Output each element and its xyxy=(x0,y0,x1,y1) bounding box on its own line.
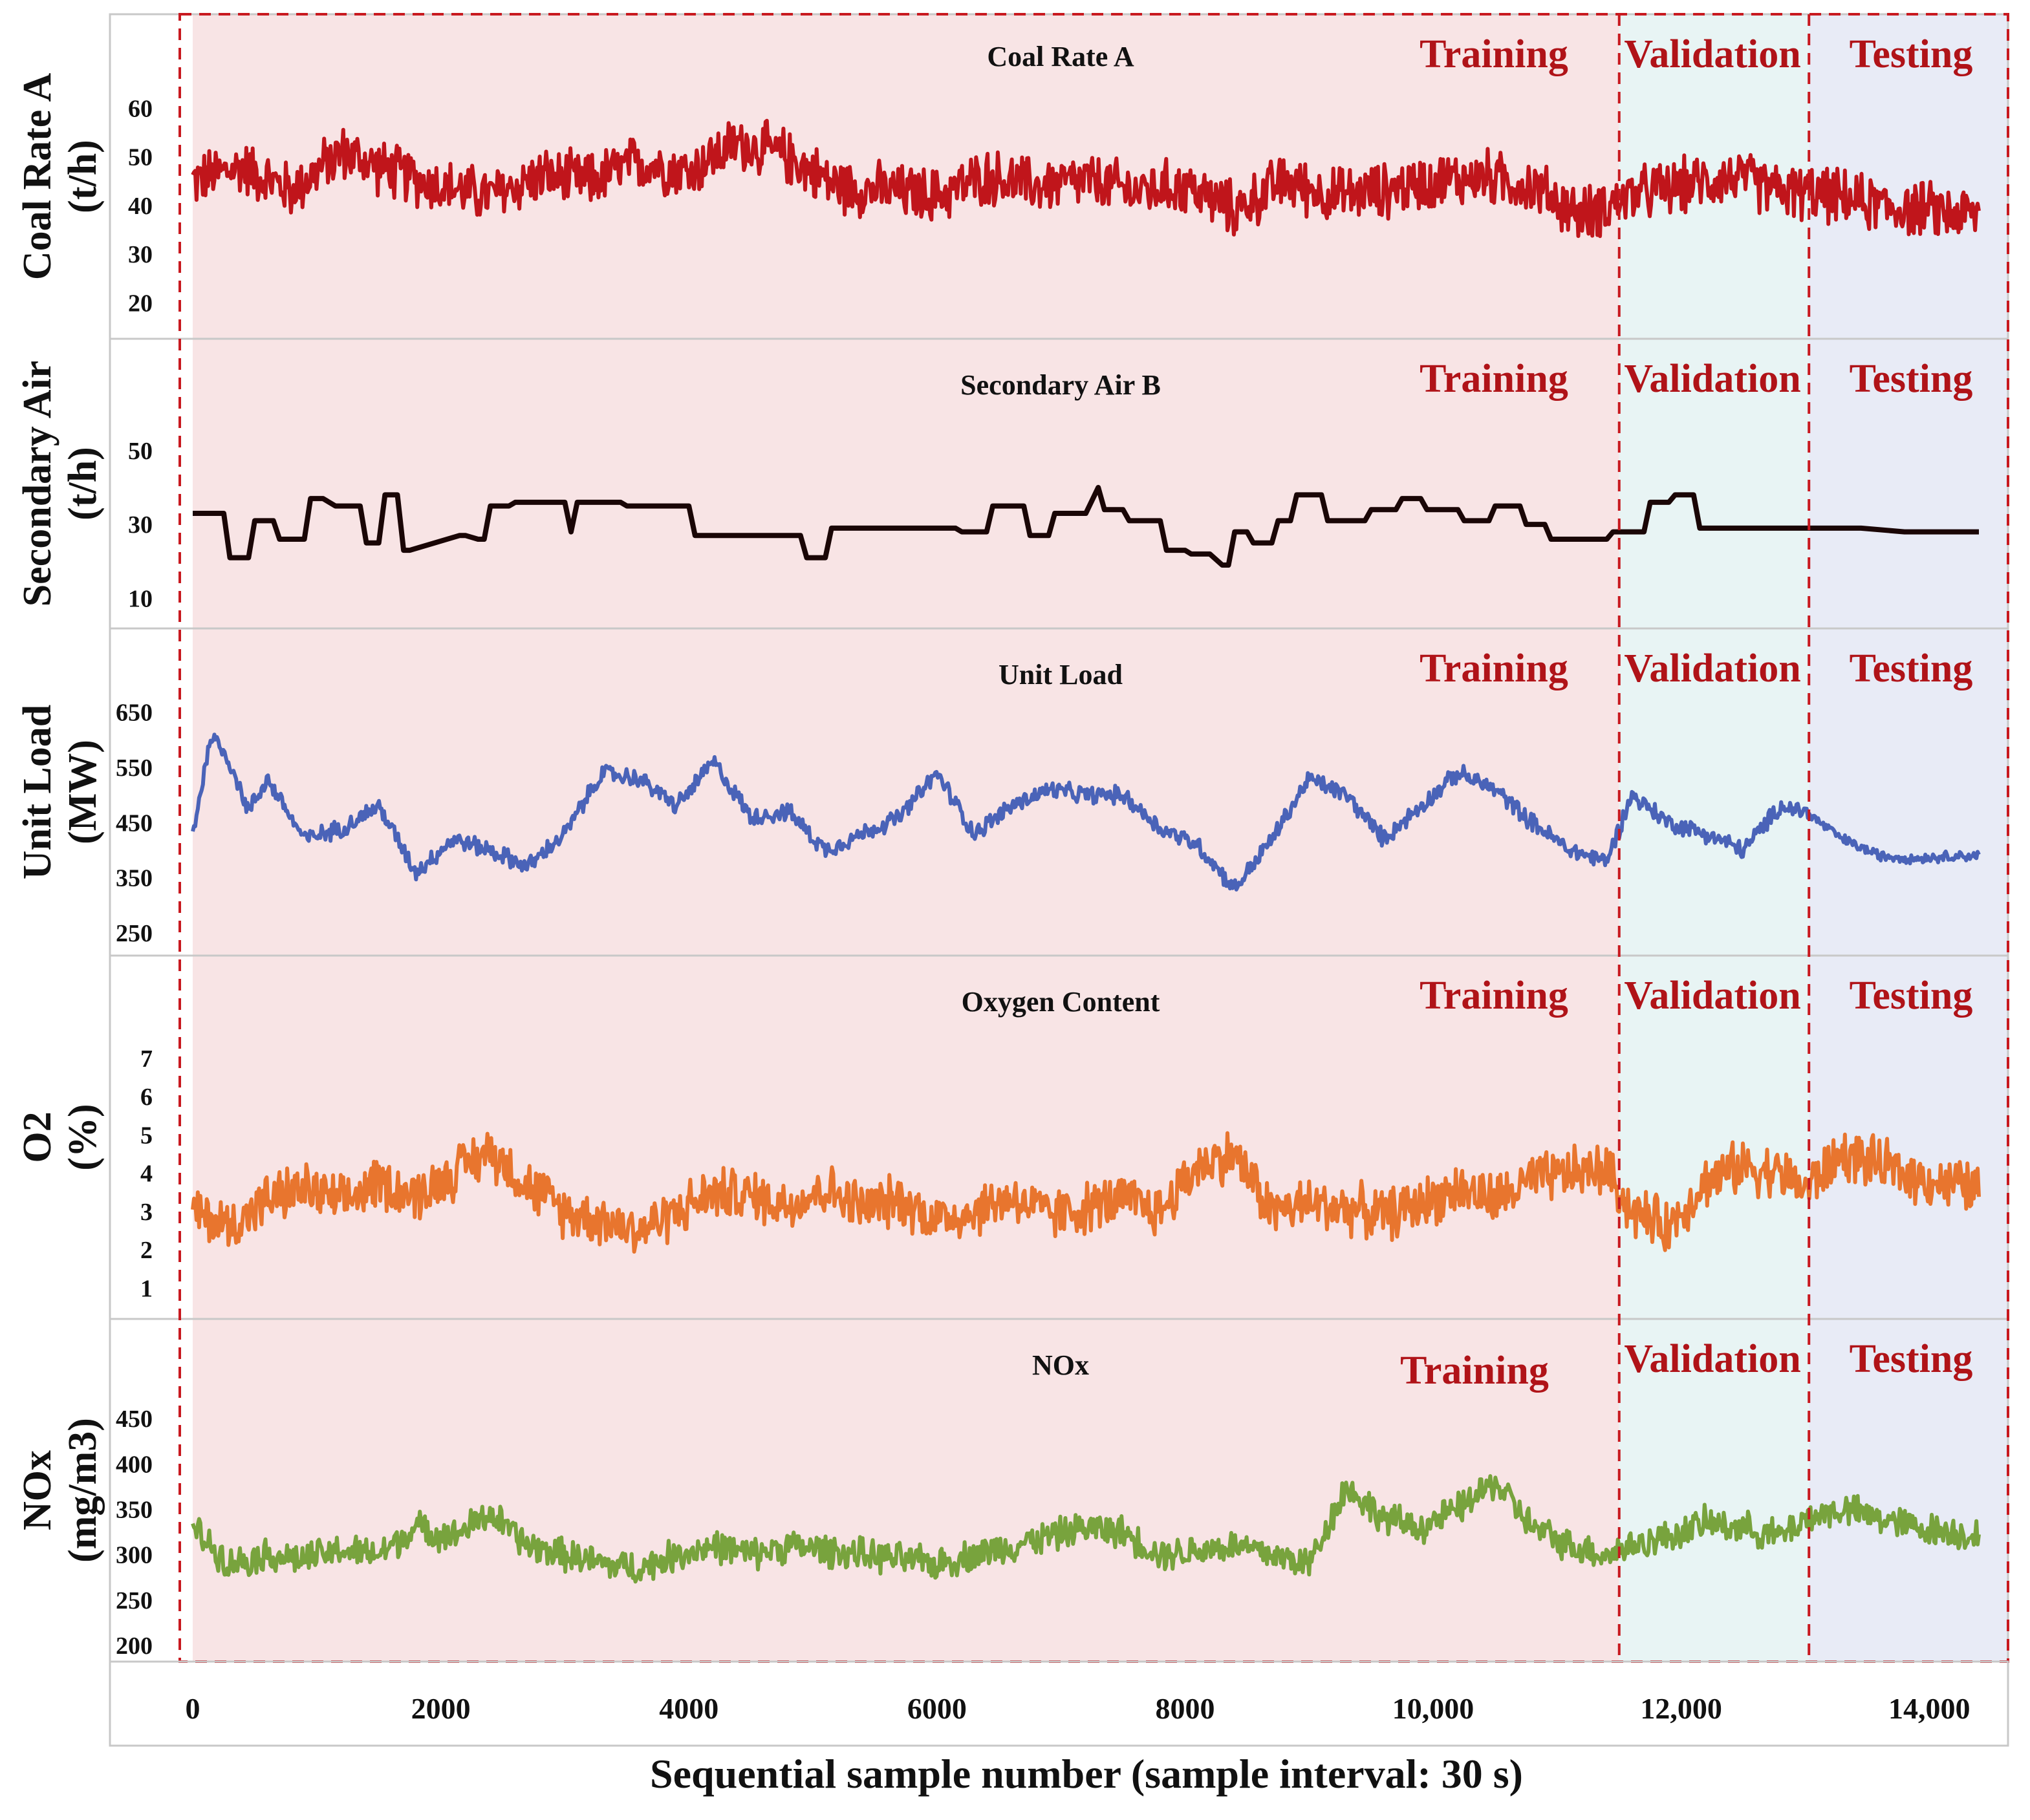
y-tick-label: 250 xyxy=(116,920,153,947)
y-tick-label: 250 xyxy=(116,1587,153,1614)
x-tick-label: 14,000 xyxy=(1888,1692,1971,1725)
y-axis-label-line: Coal Rate A xyxy=(16,73,59,281)
split-label-testing: Testing xyxy=(1850,32,1973,76)
y-tick-label: 50 xyxy=(128,438,153,465)
split-label-validation: Validation xyxy=(1624,32,1800,76)
y-axis-label-line: Secondary Air xyxy=(16,361,59,607)
y-tick-label: 50 xyxy=(128,144,153,171)
y-axis-label-line: (t/h) xyxy=(61,447,105,520)
panel-o2: 1 2 3 4 5 6 7 O2(%) Oxygen Content Training Valida… xyxy=(16,954,2009,1320)
y-axis-label: Secondary Air(t/h) xyxy=(16,361,105,607)
series-line-coal xyxy=(191,118,1981,239)
split-label-testing: Testing xyxy=(1850,357,1973,401)
x-axis: 0 2000 4000 6000 8000 10,000 12,000 14,000 xyxy=(109,1660,2009,1747)
x-tick-label: 2000 xyxy=(411,1692,471,1725)
split-label-training: Training xyxy=(1400,1349,1549,1393)
panel-title: Unit Load xyxy=(999,659,1123,691)
y-tick-label: 4 xyxy=(140,1161,153,1188)
y-tick-label: 5 xyxy=(140,1122,153,1149)
split-region-training xyxy=(193,14,1619,1662)
x-axis-frame xyxy=(109,1660,2009,1747)
x-tick-label: 4000 xyxy=(659,1692,718,1725)
y-tick-label: 3 xyxy=(140,1199,153,1226)
y-tick-label: 650 xyxy=(116,700,153,727)
y-axis-label-line: NOx xyxy=(16,1450,59,1530)
panel-air: 10 30 50 Secondary Air(t/h) Secondary Air B T… xyxy=(16,337,2009,630)
y-tick-label: 2 xyxy=(140,1237,153,1264)
x-tick-label: 12,000 xyxy=(1640,1692,1722,1725)
split-label-validation: Validation xyxy=(1624,647,1800,691)
series-line-o2 xyxy=(191,1131,1981,1254)
y-tick-label: 10 xyxy=(128,585,153,612)
split-label-testing: Testing xyxy=(1850,974,1973,1018)
y-axis-label: O2(%) xyxy=(16,1104,105,1170)
y-tick-label: 350 xyxy=(116,865,153,892)
y-axis-label: NOx(mg/m3) xyxy=(16,1418,105,1563)
y-tick-label: 30 xyxy=(128,241,153,268)
series-line-load xyxy=(191,733,1981,892)
split-label-testing: Testing xyxy=(1850,1337,1973,1381)
y-tick-label: 20 xyxy=(128,290,153,317)
split-backgrounds xyxy=(193,14,2008,1662)
split-label-testing: Testing xyxy=(1850,647,1973,691)
x-tick-label: 0 xyxy=(186,1692,200,1725)
y-axis-label-line: (%) xyxy=(61,1104,105,1170)
y-tick-label: 60 xyxy=(128,95,153,122)
split-label-training: Training xyxy=(1420,647,1568,691)
panel-title: Oxygen Content xyxy=(962,986,1160,1018)
split-label-validation: Validation xyxy=(1624,974,1800,1018)
y-axis-label: Coal Rate A(t/h) xyxy=(16,73,105,281)
x-axis-label: Sequential sample number (sample interva… xyxy=(650,1751,1523,1797)
y-tick-label: 30 xyxy=(128,511,153,539)
y-axis-label-line: (MW) xyxy=(61,740,105,844)
panel-title: Secondary Air B xyxy=(960,369,1161,401)
split-label-validation: Validation xyxy=(1624,1337,1800,1381)
y-tick-label: 200 xyxy=(116,1633,153,1660)
series-line-nox xyxy=(191,1474,1981,1584)
y-axis-label-line: O2 xyxy=(16,1111,59,1162)
y-tick-label: 7 xyxy=(140,1045,153,1073)
y-axis-label-line: Unit Load xyxy=(16,705,59,879)
y-axis-label-line: (mg/m3) xyxy=(61,1418,105,1563)
y-tick-label: 1 xyxy=(140,1275,153,1302)
split-label-training: Training xyxy=(1420,974,1568,1018)
y-tick-label: 450 xyxy=(116,809,153,837)
series-line-air xyxy=(193,485,1979,568)
split-label-training: Training xyxy=(1420,32,1568,76)
y-tick-label: 40 xyxy=(128,193,153,220)
y-tick-label: 450 xyxy=(116,1406,153,1433)
split-label-validation: Validation xyxy=(1624,357,1800,401)
panel-title: NOx xyxy=(1032,1349,1089,1381)
panel-title: Coal Rate A xyxy=(987,41,1134,72)
y-tick-label: 350 xyxy=(116,1497,153,1524)
y-axis-label: Unit Load(MW) xyxy=(16,705,105,879)
y-tick-label: 300 xyxy=(116,1542,153,1569)
y-tick-label: 550 xyxy=(116,755,153,782)
y-tick-label: 6 xyxy=(140,1084,153,1111)
x-tick-label: 6000 xyxy=(907,1692,967,1725)
split-label-training: Training xyxy=(1420,357,1568,401)
x-tick-label: 10,000 xyxy=(1392,1692,1474,1725)
x-tick-label: 8000 xyxy=(1155,1692,1215,1725)
y-tick-label: 400 xyxy=(116,1451,153,1478)
y-axis-label-line: (t/h) xyxy=(61,140,105,213)
